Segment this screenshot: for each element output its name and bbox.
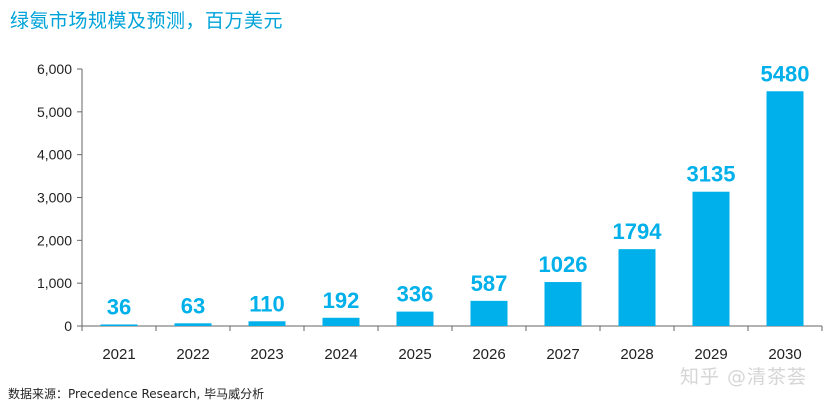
x-tick-label: 2026: [472, 346, 505, 363]
data-label: 63: [181, 293, 205, 318]
bar: [692, 191, 730, 326]
bar: [100, 324, 138, 326]
bar: [544, 282, 582, 326]
y-tick-label: 6,000: [37, 61, 72, 77]
y-tick-label: 3,000: [37, 190, 72, 206]
bar: [618, 249, 656, 326]
y-tick-label: 5,000: [37, 104, 72, 120]
x-tick-label: 2029: [694, 346, 727, 363]
y-tick-label: 4,000: [37, 147, 72, 163]
x-tick-label: 2022: [176, 346, 209, 363]
data-label: 110: [249, 291, 285, 316]
data-label: 1794: [613, 219, 663, 244]
data-label: 336: [397, 282, 434, 307]
bar: [174, 323, 212, 326]
x-tick-label: 2023: [250, 346, 283, 363]
x-tick-label: 2021: [102, 346, 135, 363]
data-label: 192: [323, 288, 360, 313]
x-tick-label: 2025: [398, 346, 431, 363]
bar: [248, 321, 286, 326]
bar: [322, 317, 360, 326]
chart-title: 绿氨市场规模及预测，百万美元: [10, 10, 284, 32]
data-label: 3135: [687, 162, 736, 187]
y-tick-label: 1,000: [37, 275, 72, 291]
x-tick-label: 2030: [768, 346, 801, 363]
y-tick-label: 2,000: [37, 232, 72, 248]
bar: [470, 300, 508, 326]
data-label: 1026: [539, 252, 588, 277]
data-label: 587: [471, 271, 508, 296]
bar: [396, 311, 434, 326]
data-label: 36: [107, 294, 131, 319]
x-tick-label: 2027: [546, 346, 579, 363]
watermark: 知乎 @清茶荟: [680, 366, 808, 388]
x-tick-label: 2028: [620, 346, 653, 363]
data-label: 5480: [761, 61, 810, 86]
x-tick-label: 2024: [324, 346, 357, 363]
y-tick-label: 0: [64, 318, 72, 334]
bar: [766, 91, 804, 326]
source-note: 数据来源：Precedence Research, 毕马威分析: [8, 387, 265, 401]
